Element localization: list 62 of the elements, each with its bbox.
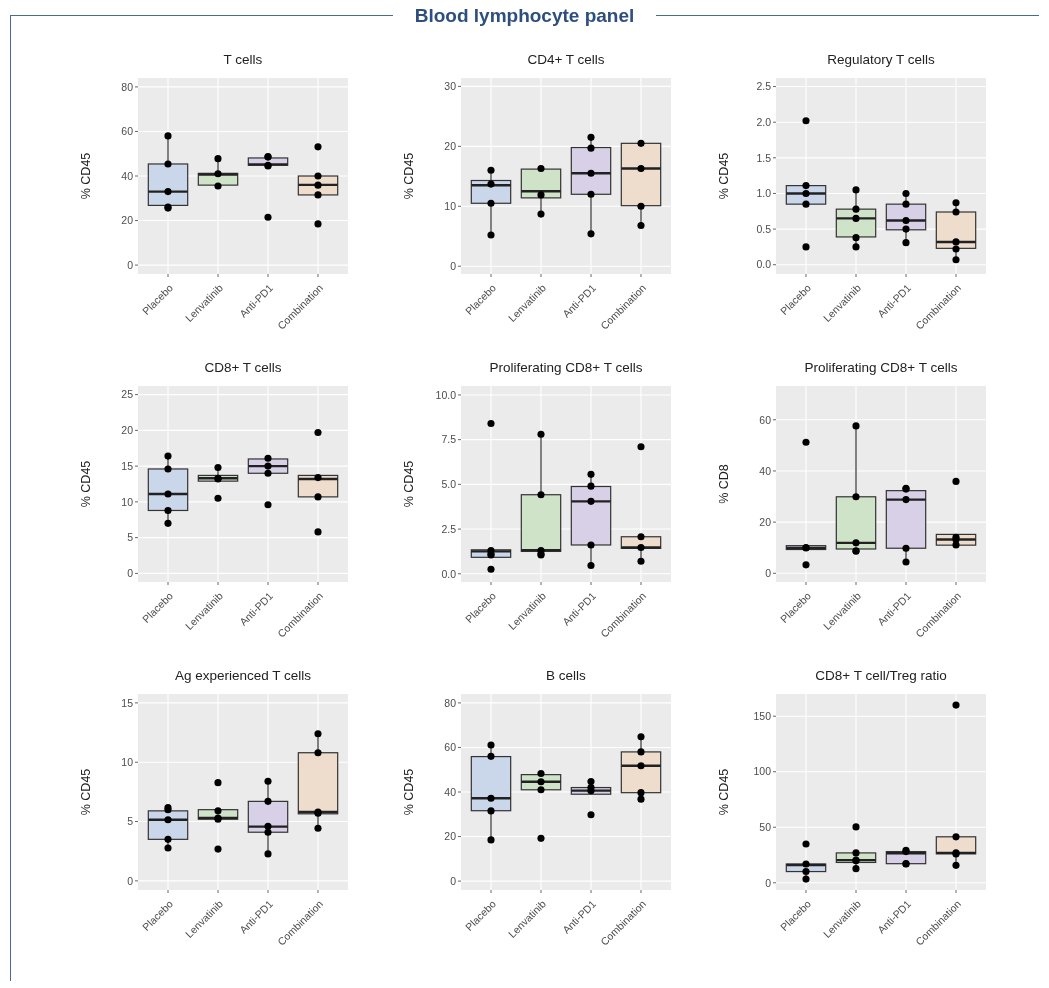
y-tick-label: 60 [759,413,772,426]
y-tick-label: 60 [121,125,134,138]
chart-title: Regulatory T cells [826,52,936,69]
y-tick-label: 0.0 [441,567,457,580]
y-tick-label: 80 [444,696,457,709]
y-tick-label: 0.0 [756,258,772,271]
y-tick-label: 10 [121,495,134,508]
y-tick-label: 15 [121,459,134,472]
y-tick-label: 10 [121,755,134,768]
y-tick-label: 1.0 [756,187,772,200]
y-tick-label: 10 [444,200,457,212]
y-tick-label: 2.5 [441,522,457,535]
chart-title: Proliferating CD8+ T cells [803,360,959,377]
y-axis-title: % CD45 [79,152,94,200]
y-tick-label: 5 [127,531,134,544]
y-axis-title: % CD45 [79,768,94,816]
y-tick-label: 0 [450,259,457,272]
y-tick-label: 80 [121,80,134,93]
y-axis-title: % CD45 [79,460,94,508]
y-tick-label: 20 [759,515,772,528]
chart-title: Proliferating CD8+ T cells [488,360,644,377]
y-tick-label: 25 [121,388,134,401]
y-axis-title: % CD45 [402,768,417,816]
y-tick-label: 20 [121,424,134,437]
y-axis-title: % CD45 [717,152,732,200]
y-tick-label: 40 [444,785,457,798]
y-tick-label: 30 [444,80,457,93]
y-tick-label: 20 [444,830,457,843]
text: Blood lymphocyte panel [392,5,657,26]
y-tick-label: 0 [127,874,134,887]
y-tick-label: 0 [765,567,772,580]
y-tick-label: 20 [121,214,134,227]
y-tick-label: 40 [121,169,134,182]
y-tick-label: 60 [444,741,457,754]
y-axis-title: % CD45 [402,460,417,508]
y-tick-label: 0.5 [756,222,772,235]
y-tick-label: 7.5 [441,433,457,446]
y-axis-title: % CD45 [402,152,417,200]
y-tick-label: 50 [759,820,772,833]
y-tick-label: 15 [121,696,134,709]
chart-title: CD4+ T cells [526,52,606,69]
chart-title: T cells [222,52,264,69]
y-tick-label: 40 [759,464,772,477]
y-axis-title: % CD45 [717,768,732,816]
chart-title: CD8+ T cells [203,360,283,377]
y-tick-label: 150 [753,709,772,722]
chart-title: CD8+ T cell/Treg ratio [814,668,948,685]
y-tick-label: 1.5 [756,151,772,164]
y-tick-label: 100 [753,765,772,778]
y-tick-label: 0 [127,567,134,580]
y-tick-label: 0 [450,874,457,887]
y-tick-label: 0 [127,258,134,271]
y-tick-label: 2.5 [756,80,772,93]
y-tick-label: 0 [765,876,772,889]
y-tick-label: 2.0 [756,115,772,128]
y-axis-title: % CD8 [717,464,732,504]
y-tick-label: 5.0 [441,478,457,491]
chart-title: Ag experienced T cells [173,668,313,685]
y-tick-label: 10.0 [435,388,457,401]
chart-title: B cells [545,668,587,685]
y-tick-label: 20 [444,140,457,153]
y-tick-label: 5 [127,815,134,828]
